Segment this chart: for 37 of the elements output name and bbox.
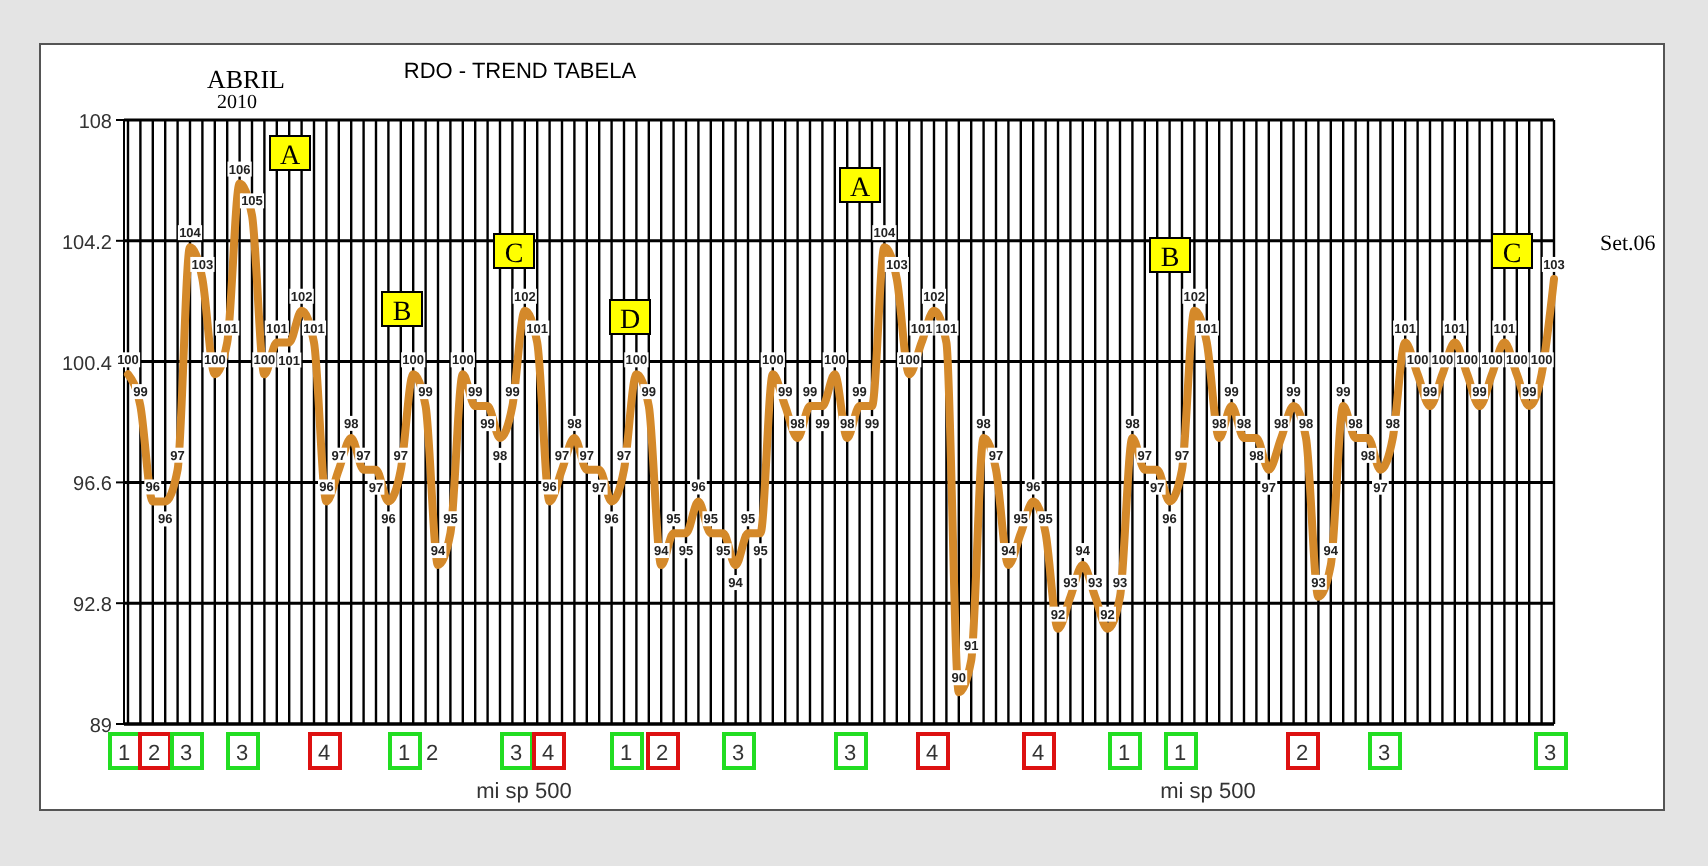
annotation: A bbox=[279, 142, 302, 172]
text: 3 bbox=[1377, 742, 1391, 766]
text: 1 bbox=[1173, 742, 1187, 766]
text: 4 bbox=[925, 742, 939, 766]
annotation: B bbox=[1160, 244, 1180, 274]
text: 1 bbox=[117, 742, 131, 766]
text: 2 bbox=[425, 742, 439, 766]
text: Set.06 bbox=[1600, 232, 1657, 256]
chart-title: RDO - TREND TABELA bbox=[403, 60, 638, 84]
text: 1 bbox=[397, 742, 411, 766]
text: 3 bbox=[1543, 742, 1557, 766]
text: 4 bbox=[1031, 742, 1045, 766]
y-tick-label: 100.4 bbox=[61, 353, 113, 376]
y-tick-label: 96.6 bbox=[73, 474, 113, 497]
text: 3 bbox=[509, 742, 523, 766]
text: 1 bbox=[1117, 742, 1131, 766]
text: 1 bbox=[619, 742, 633, 766]
text: 4 bbox=[541, 742, 555, 766]
text: 2 bbox=[1295, 742, 1309, 766]
text: 2 bbox=[147, 742, 161, 766]
annotation: A bbox=[849, 174, 872, 204]
text: mi sp 500 bbox=[1160, 780, 1256, 804]
text: 3 bbox=[843, 742, 857, 766]
annotation: D bbox=[619, 306, 641, 336]
y-tick-label: 108 bbox=[78, 112, 113, 134]
annotation: C bbox=[1502, 240, 1522, 270]
y-tick-label: 104.2 bbox=[61, 232, 113, 255]
text: 2 bbox=[655, 742, 669, 766]
y-tick-label: 89 bbox=[89, 716, 113, 738]
annotation: C bbox=[504, 240, 524, 270]
text: 3 bbox=[179, 742, 193, 766]
text: mi sp 500 bbox=[476, 780, 572, 804]
annotation: B bbox=[392, 298, 412, 328]
text: 4 bbox=[317, 742, 331, 766]
text: 3 bbox=[235, 742, 249, 766]
y-tick-label: 92.8 bbox=[73, 595, 113, 618]
text: 3 bbox=[731, 742, 745, 766]
